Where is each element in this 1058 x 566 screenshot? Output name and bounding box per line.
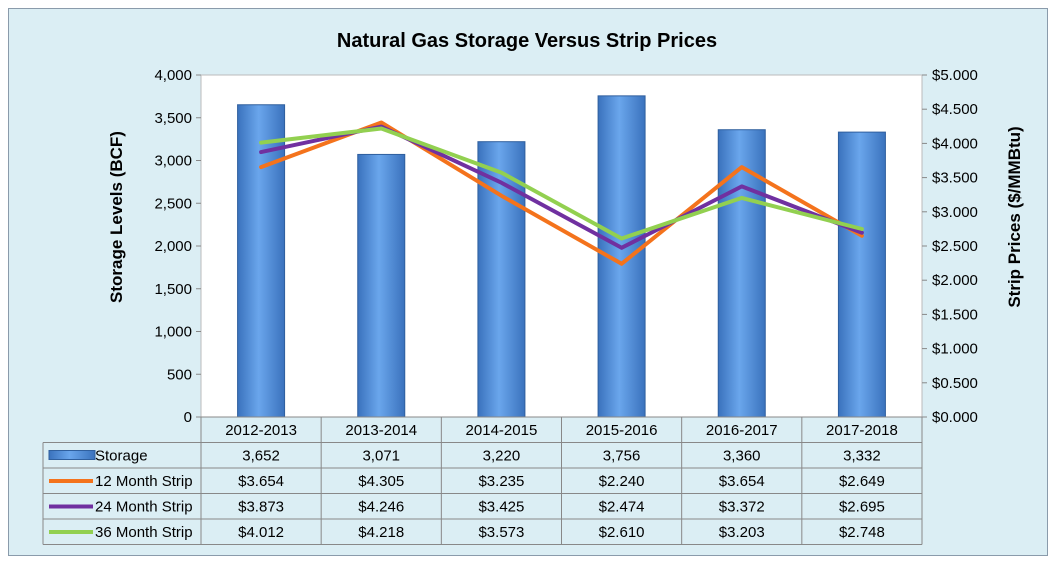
y2-tick-label: $1.500 xyxy=(932,306,978,323)
table-value: $2.748 xyxy=(839,524,885,541)
table-value: $4.012 xyxy=(238,524,284,541)
legend-label: Storage xyxy=(95,448,148,465)
y2-tick-label: $2.500 xyxy=(932,238,978,255)
bar-storage xyxy=(837,131,886,418)
category-label: 2015-2016 xyxy=(586,422,658,439)
category-label: 2013-2014 xyxy=(345,422,417,439)
table-value: $4.246 xyxy=(358,499,404,516)
y2-tick-label: $2.000 xyxy=(932,272,978,289)
table-value: $2.240 xyxy=(599,473,645,490)
table-value: $2.610 xyxy=(599,524,645,541)
table-value: $2.695 xyxy=(839,499,885,516)
legend-key-storage xyxy=(48,450,96,460)
plot-area xyxy=(200,74,923,418)
bar-storage xyxy=(717,129,766,418)
table-value: $4.305 xyxy=(358,473,404,490)
category-label: 2016-2017 xyxy=(706,422,778,439)
bar-storage xyxy=(237,104,286,418)
legend-label: 36 Month Strip xyxy=(95,524,193,541)
bar-storage xyxy=(357,153,406,418)
y-tick-label: 0 xyxy=(184,409,192,426)
table-value: $3.573 xyxy=(478,524,524,541)
y2-tick-label: $0.000 xyxy=(932,409,978,426)
table-value: $4.218 xyxy=(358,524,404,541)
table-value: $2.649 xyxy=(839,473,885,490)
y-tick-label: 1,500 xyxy=(154,281,192,298)
category-label: 2017-2018 xyxy=(826,422,898,439)
table-value: $3.203 xyxy=(719,524,765,541)
table-value: 3,360 xyxy=(723,448,761,465)
legend-label: 24 Month Strip xyxy=(95,499,193,516)
y-tick-label: 2,500 xyxy=(154,195,192,212)
table-value: $3.235 xyxy=(478,473,524,490)
chart-title: Natural Gas Storage Versus Strip Prices xyxy=(337,30,717,52)
y-tick-label: 3,500 xyxy=(154,110,192,127)
category-label: 2014-2015 xyxy=(466,422,538,439)
y-tick-label: 1,000 xyxy=(154,324,192,341)
combo-chart: Natural Gas Storage Versus Strip Prices … xyxy=(42,30,1024,545)
table-value: $3.372 xyxy=(719,499,765,516)
category-label: 2012-2013 xyxy=(225,422,297,439)
table-value: 3,220 xyxy=(483,448,521,465)
y2-tick-label: $5.000 xyxy=(932,67,978,84)
y2-axis-title: Strip Prices ($/MMBtu) xyxy=(1005,126,1024,307)
y-tick-label: 4,000 xyxy=(154,67,192,84)
y2-tick-label: $4.500 xyxy=(932,101,978,118)
table-value: 3,756 xyxy=(603,448,641,465)
table-value: 3,652 xyxy=(242,448,280,465)
y-tick-label: 500 xyxy=(167,366,192,383)
table-value: $3.654 xyxy=(719,473,765,490)
y-axis-title: Storage Levels (BCF) xyxy=(107,131,126,303)
y2-tick-label: $3.500 xyxy=(932,170,978,187)
table-value: $3.873 xyxy=(238,499,284,516)
y-tick-label: 3,000 xyxy=(154,153,192,170)
y2-tick-label: $0.500 xyxy=(932,375,978,392)
table-value: 3,071 xyxy=(362,448,400,465)
table-value: $3.654 xyxy=(238,473,284,490)
y2-tick-label: $4.000 xyxy=(932,135,978,152)
chart-frame: Natural Gas Storage Versus Strip Prices … xyxy=(8,8,1048,556)
y2-tick-label: $3.000 xyxy=(932,204,978,221)
y-tick-label: 2,000 xyxy=(154,238,192,255)
line-series-3 xyxy=(259,126,864,241)
legend-label: 12 Month Strip xyxy=(95,473,193,490)
table-value: 3,332 xyxy=(843,448,881,465)
table-value: $2.474 xyxy=(599,499,645,516)
y2-tick-label: $1.000 xyxy=(932,341,978,358)
table-value: $3.425 xyxy=(478,499,524,516)
